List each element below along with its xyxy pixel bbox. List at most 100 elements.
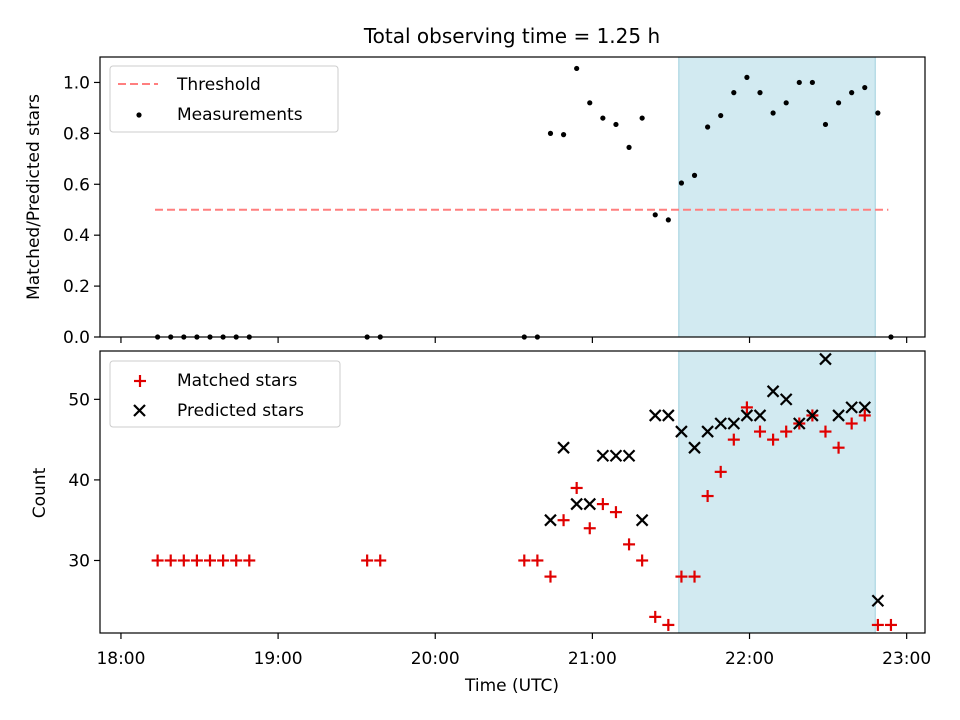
legend-threshold-label: Threshold	[176, 75, 261, 95]
legend-measurement-swatch	[136, 112, 142, 118]
matched-star-point	[204, 554, 216, 567]
matched-star-point	[217, 554, 230, 567]
measurement-point	[783, 100, 789, 106]
measurement-point	[731, 90, 737, 96]
matched-star-point	[583, 522, 596, 535]
predicted-star-point	[648, 409, 662, 422]
matched-star-point	[662, 618, 675, 631]
matched-star-point	[767, 433, 780, 446]
legend-matched-swatch	[134, 375, 146, 387]
y-tick-label: 0.6	[63, 175, 90, 195]
x-tick-label: 20:00	[411, 649, 460, 669]
measurement-point	[560, 132, 567, 138]
matched-star-point	[623, 538, 636, 551]
matched-star-point	[230, 554, 243, 567]
matched-star-point	[754, 425, 766, 438]
predicted-star-point	[740, 409, 754, 422]
measurement-point	[875, 110, 881, 116]
matched-star-point	[858, 409, 871, 422]
measurement-point	[796, 79, 802, 86]
measurement-point	[757, 90, 763, 96]
measurement-point	[600, 115, 606, 121]
top-y-axis-label: Matched/Predicted stars	[24, 94, 44, 300]
bottom-legend-box	[109, 360, 341, 428]
measurement-point	[691, 172, 698, 178]
y-tick-label: 50	[68, 390, 90, 410]
matched-star-point	[570, 481, 583, 494]
predicted-star-point	[662, 409, 675, 422]
predicted-star-point	[779, 393, 793, 406]
matched-stars-points	[151, 401, 897, 631]
matched-star-point	[780, 425, 793, 438]
matched-star-point	[701, 490, 714, 503]
predicted-stars-points	[544, 352, 885, 608]
x-tick-label: 21:00	[568, 649, 617, 669]
bottom-shaded-interval	[678, 350, 876, 634]
bottom-panel: 30 40 50 18:00 19:00 20:00 21:00 22:00 23:00 Co…	[30, 350, 931, 696]
measurement-point	[574, 65, 580, 72]
measurement-point	[547, 130, 554, 136]
matched-star-point	[243, 554, 256, 567]
predicted-star-point	[675, 425, 688, 438]
predicted-star-point	[583, 497, 597, 511]
predicted-star-point	[806, 409, 819, 422]
predicted-star-point	[766, 385, 780, 398]
matched-star-point	[164, 554, 177, 567]
matched-star-point	[871, 618, 884, 631]
predicted-star-point	[858, 401, 872, 414]
matched-star-point	[151, 554, 164, 567]
predicted-star-point	[596, 449, 610, 463]
top-y-axis: 0.0 0.2 0.4 0.6 0.8 1.0	[63, 73, 100, 348]
y-tick-label: 30	[68, 551, 90, 571]
top-panel: 0.0 0.2 0.4 0.6 0.8 1.0 Matched/Predicted sta…	[24, 56, 926, 348]
matched-star-point	[361, 554, 374, 567]
bottom-plot-frame	[99, 350, 926, 634]
predicted-star-point	[622, 449, 636, 463]
measurement-point	[705, 124, 711, 130]
bottom-x-axis: 18:00 19:00 20:00 21:00 22:00 23:00	[96, 633, 931, 669]
measurement-point	[678, 180, 685, 186]
measurement-point	[809, 79, 815, 86]
matched-star-point	[374, 554, 387, 567]
x-tick-label: 18:00	[96, 649, 145, 669]
predicted-star-point	[793, 417, 806, 430]
predicted-star-point	[819, 352, 832, 366]
bottom-y-axis-label: Count	[30, 467, 50, 518]
predicted-star-point	[570, 497, 583, 511]
bottom-legend: Matched stars Predicted stars	[109, 360, 341, 428]
legend-measurements-label: Measurements	[177, 105, 303, 125]
matched-star-point	[609, 506, 622, 519]
y-tick-label: 1.0	[63, 73, 90, 93]
chart-title: Total observing time = 1.25 h	[363, 24, 660, 48]
matched-star-point	[649, 610, 662, 623]
matched-star-point	[884, 618, 897, 631]
x-axis-label: Time (UTC)	[464, 676, 559, 696]
matched-star-point	[518, 554, 531, 567]
top-legend-box	[109, 65, 339, 133]
measurement-point	[849, 90, 855, 96]
measurement-point	[587, 100, 593, 106]
measurement-point	[835, 100, 842, 106]
matched-star-point	[675, 570, 688, 583]
matched-star-point	[688, 570, 701, 583]
y-tick-label: 0.2	[63, 277, 90, 297]
predicted-star-point	[701, 425, 714, 438]
matched-star-point	[544, 570, 557, 583]
top-x-ticks	[120, 337, 908, 343]
predicted-star-point	[635, 513, 649, 527]
measurement-point	[639, 115, 645, 121]
predicted-star-point	[727, 417, 741, 430]
y-tick-label: 0.0	[63, 328, 90, 348]
legend-predicted-label: Predicted stars	[177, 401, 304, 421]
matched-star-point	[714, 465, 727, 478]
predicted-star-point	[557, 441, 570, 454]
top-plot-frame	[99, 56, 926, 338]
measurement-point	[613, 121, 619, 128]
predicted-star-point	[832, 409, 845, 422]
predicted-star-point	[714, 417, 727, 430]
x-tick-label: 19:00	[254, 649, 303, 669]
matched-star-point	[177, 554, 190, 567]
matched-star-point	[740, 401, 753, 414]
matched-star-point	[832, 441, 845, 454]
